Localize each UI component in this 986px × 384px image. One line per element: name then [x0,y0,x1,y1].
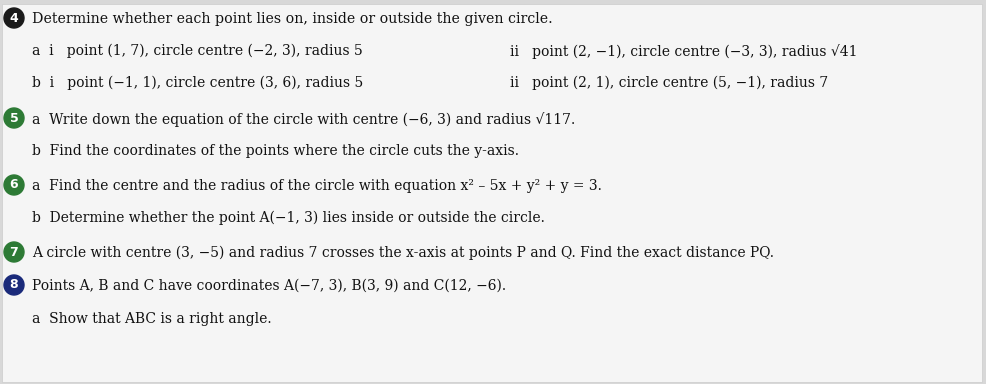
Text: a  Write down the equation of the circle with centre (−6, 3) and radius √117.: a Write down the equation of the circle … [32,112,575,127]
Circle shape [4,242,24,262]
Text: ii   point (2, −1), circle centre (−3, 3), radius √41: ii point (2, −1), circle centre (−3, 3),… [510,44,858,59]
Text: 5: 5 [10,111,19,124]
Text: b  Determine whether the point A(−1, 3) lies inside or outside the circle.: b Determine whether the point A(−1, 3) l… [32,211,545,225]
Text: a  Find the centre and the radius of the circle with equation x² – 5x + y² + y =: a Find the centre and the radius of the … [32,179,601,193]
Text: a  Show that ABC is a right angle.: a Show that ABC is a right angle. [32,312,271,326]
FancyBboxPatch shape [2,4,982,382]
Text: Determine whether each point lies on, inside or outside the given circle.: Determine whether each point lies on, in… [32,12,553,26]
Text: 4: 4 [10,12,19,25]
Circle shape [4,108,24,128]
Text: 6: 6 [10,179,19,192]
Text: 7: 7 [10,245,19,258]
Text: ii   point (2, 1), circle centre (5, −1), radius 7: ii point (2, 1), circle centre (5, −1), … [510,76,828,90]
Text: b  i   point (−1, 1), circle centre (3, 6), radius 5: b i point (−1, 1), circle centre (3, 6),… [32,76,363,90]
Circle shape [4,8,24,28]
Text: 8: 8 [10,278,19,291]
Text: Points A, B and C have coordinates A(−7, 3), B(3, 9) and C(12, −6).: Points A, B and C have coordinates A(−7,… [32,279,506,293]
Circle shape [4,275,24,295]
Circle shape [4,175,24,195]
Text: A circle with centre (3, −5) and radius 7 crosses the x-axis at points P and Q. : A circle with centre (3, −5) and radius … [32,246,774,260]
Text: b  Find the coordinates of the points where the circle cuts the y-axis.: b Find the coordinates of the points whe… [32,144,519,158]
Text: a  i   point (1, 7), circle centre (−2, 3), radius 5: a i point (1, 7), circle centre (−2, 3),… [32,44,363,58]
